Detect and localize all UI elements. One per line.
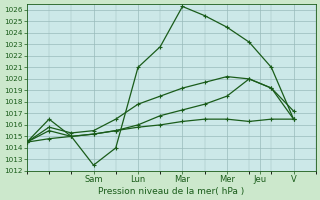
X-axis label: Pression niveau de la mer( hPa ): Pression niveau de la mer( hPa ) bbox=[98, 187, 244, 196]
